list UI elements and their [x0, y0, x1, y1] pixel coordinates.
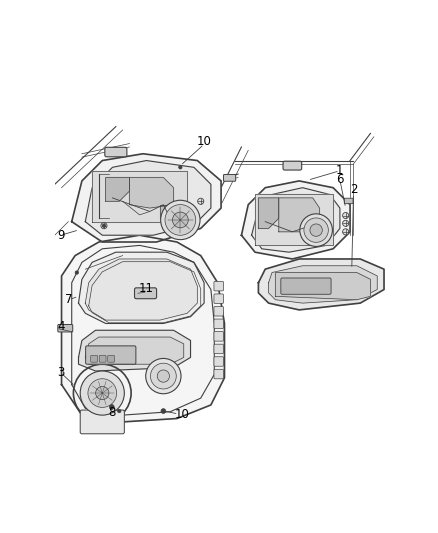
FancyBboxPatch shape	[283, 161, 302, 170]
Polygon shape	[276, 272, 371, 300]
FancyBboxPatch shape	[58, 325, 73, 332]
Circle shape	[310, 224, 322, 236]
Polygon shape	[255, 195, 333, 245]
FancyBboxPatch shape	[223, 174, 236, 181]
Circle shape	[343, 229, 349, 235]
FancyBboxPatch shape	[108, 356, 114, 362]
Text: 10: 10	[175, 408, 190, 421]
FancyBboxPatch shape	[214, 369, 223, 379]
Polygon shape	[72, 154, 221, 242]
Polygon shape	[85, 160, 211, 235]
Polygon shape	[251, 188, 340, 252]
Circle shape	[88, 379, 117, 407]
Circle shape	[110, 405, 114, 409]
Text: 3: 3	[57, 366, 64, 379]
Text: 11: 11	[139, 282, 154, 295]
Polygon shape	[85, 337, 184, 364]
FancyBboxPatch shape	[105, 147, 127, 157]
Text: 10: 10	[197, 135, 212, 148]
Polygon shape	[92, 171, 187, 222]
Circle shape	[165, 205, 196, 235]
FancyBboxPatch shape	[214, 357, 223, 366]
FancyBboxPatch shape	[86, 346, 136, 364]
Circle shape	[151, 363, 176, 389]
Circle shape	[157, 370, 170, 382]
FancyBboxPatch shape	[214, 306, 223, 316]
Polygon shape	[268, 266, 377, 303]
Circle shape	[117, 409, 121, 413]
Polygon shape	[258, 259, 384, 310]
Circle shape	[95, 386, 109, 400]
Text: 9: 9	[57, 229, 65, 242]
Circle shape	[343, 213, 349, 219]
Polygon shape	[61, 235, 224, 422]
FancyBboxPatch shape	[214, 294, 223, 303]
Polygon shape	[130, 177, 173, 208]
Circle shape	[102, 224, 106, 228]
Polygon shape	[85, 259, 197, 320]
Circle shape	[101, 223, 107, 229]
Text: 6: 6	[336, 173, 344, 187]
Circle shape	[304, 218, 328, 243]
Circle shape	[161, 409, 166, 414]
Polygon shape	[78, 252, 204, 324]
FancyBboxPatch shape	[214, 344, 223, 354]
FancyBboxPatch shape	[80, 410, 124, 434]
Polygon shape	[106, 177, 130, 201]
Text: 2: 2	[350, 183, 357, 196]
Polygon shape	[241, 181, 350, 259]
FancyBboxPatch shape	[91, 356, 98, 362]
FancyBboxPatch shape	[344, 198, 353, 204]
Circle shape	[161, 200, 200, 240]
Polygon shape	[160, 205, 187, 218]
Circle shape	[343, 220, 349, 227]
Text: 1: 1	[336, 164, 344, 177]
Circle shape	[173, 212, 188, 228]
Circle shape	[179, 166, 182, 169]
Circle shape	[80, 371, 124, 415]
FancyBboxPatch shape	[214, 281, 223, 291]
FancyBboxPatch shape	[214, 332, 223, 341]
Polygon shape	[258, 198, 279, 229]
Text: 7: 7	[65, 293, 73, 306]
Circle shape	[198, 198, 204, 204]
FancyBboxPatch shape	[134, 288, 156, 298]
Text: 8: 8	[108, 406, 116, 419]
FancyBboxPatch shape	[214, 319, 223, 328]
Circle shape	[75, 271, 78, 274]
Circle shape	[146, 358, 181, 394]
Polygon shape	[78, 330, 191, 371]
Polygon shape	[279, 198, 320, 232]
FancyBboxPatch shape	[99, 356, 106, 362]
Circle shape	[300, 214, 332, 246]
FancyBboxPatch shape	[281, 278, 331, 294]
Text: 4: 4	[57, 320, 65, 333]
